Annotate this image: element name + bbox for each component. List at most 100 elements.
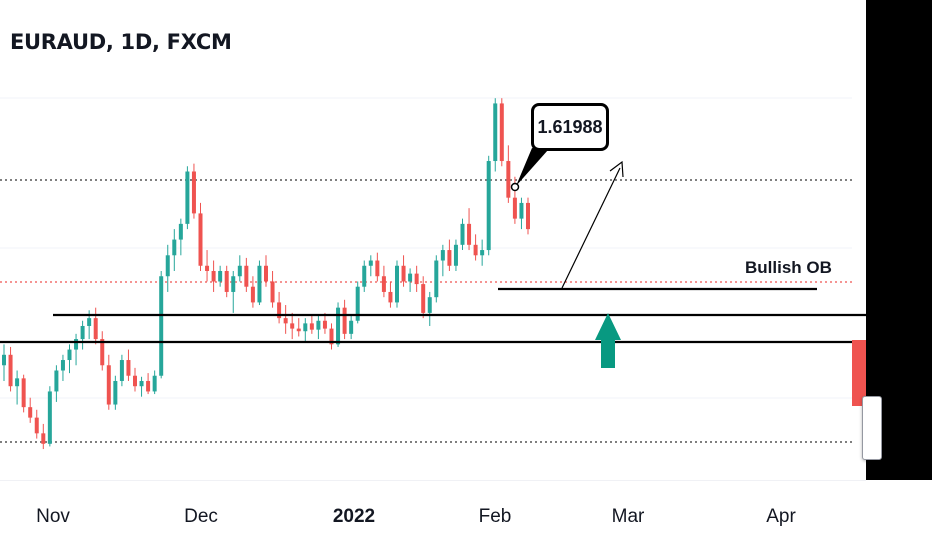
candle-body [198, 213, 203, 266]
candle-body [8, 354, 13, 387]
candle-body [375, 260, 380, 277]
candle-body [250, 286, 255, 303]
candle-body [277, 302, 282, 319]
time-axis[interactable] [0, 481, 866, 550]
candle-body [434, 260, 439, 298]
chart-drawings [0, 148, 866, 368]
candle-body [512, 197, 517, 219]
candle-body [231, 276, 236, 292]
candle-body [224, 271, 229, 292]
candle-body [54, 370, 59, 392]
candle-body [447, 250, 452, 266]
candle-body [264, 265, 268, 282]
candle-body [80, 325, 85, 340]
projection-arrowhead [609, 160, 624, 178]
candle-body [47, 391, 52, 444]
candle-body [211, 271, 216, 282]
price-callout: 1.61988 [531, 103, 609, 151]
candle-body [290, 323, 295, 329]
candle-body [480, 250, 485, 256]
candle-body [205, 265, 210, 271]
candlestick-series [2, 98, 530, 450]
x-tick-label: Nov [36, 506, 70, 527]
candle-body [349, 320, 354, 334]
candle-body [408, 273, 413, 282]
callout-pointer [516, 148, 548, 186]
candle-body [401, 265, 406, 282]
candle-body [486, 161, 491, 251]
candle-body [453, 244, 458, 266]
bullish-ob-label: Bullish OB [745, 258, 832, 277]
candle-body [316, 320, 321, 330]
candle-body [133, 375, 137, 387]
bullish-arrow-icon [595, 313, 621, 368]
x-tick-label: Feb [478, 506, 512, 527]
candle-body [28, 407, 33, 418]
candle-body [74, 339, 79, 350]
candle-body [355, 286, 360, 321]
candle-body [388, 291, 393, 303]
candle-body [519, 202, 524, 219]
candle-body [60, 360, 65, 371]
current-price-tag [852, 340, 866, 406]
candle-body [342, 307, 347, 334]
candle-body [336, 307, 341, 345]
candle-body [368, 260, 373, 266]
candle-body [381, 276, 386, 292]
candle-body [106, 365, 111, 405]
candle-body [41, 433, 46, 444]
candle-body [244, 265, 249, 287]
candle-body [2, 354, 6, 366]
candle-body [191, 171, 196, 214]
projection-line [561, 167, 621, 289]
candle-body [414, 273, 419, 285]
candle-body [427, 297, 432, 313]
candle-body [460, 223, 465, 245]
candle-body [93, 318, 98, 340]
x-tick-label: 2022 [332, 506, 376, 527]
candle-body [139, 380, 144, 387]
candle-body [172, 239, 177, 256]
candle-body [87, 318, 92, 326]
candle-body [329, 328, 334, 345]
candle-body [499, 103, 504, 162]
candle-body [34, 417, 39, 434]
candle-body [185, 171, 190, 224]
candle-body [257, 265, 262, 303]
candle-body [421, 284, 426, 313]
candle-body [146, 380, 151, 392]
candle-body [506, 161, 511, 198]
candle-body [362, 265, 367, 287]
x-tick-label: Dec [184, 506, 218, 527]
candle-body [322, 320, 327, 329]
candle-body [237, 265, 242, 277]
candle-body [100, 339, 105, 366]
candle-body [67, 349, 72, 361]
candle-body [395, 265, 399, 303]
x-tick-label: Mar [611, 506, 645, 527]
candle-body [21, 378, 26, 408]
candle-body [303, 323, 308, 332]
candle-body [467, 223, 472, 245]
x-tick-label: Apr [766, 506, 796, 527]
candle-body [283, 318, 288, 324]
horizontal-levels [0, 179, 852, 443]
peak-marker [510, 182, 520, 192]
candle-body [113, 380, 118, 405]
scale-settings-box[interactable] [862, 396, 882, 460]
candle-body [440, 250, 445, 261]
candle-body [526, 202, 530, 230]
candle-body [309, 323, 314, 330]
chart-title: EURAUD, 1D, FXCM [10, 30, 232, 54]
candle-body [493, 103, 498, 162]
candle-body [165, 255, 170, 277]
candle-body [270, 281, 275, 303]
candle-body [159, 276, 164, 376]
candle-body [178, 223, 183, 240]
candle-body [473, 244, 478, 256]
candle-body [218, 271, 223, 282]
candle-body [119, 360, 124, 381]
candle-body [152, 375, 157, 392]
candle-body [296, 328, 301, 332]
